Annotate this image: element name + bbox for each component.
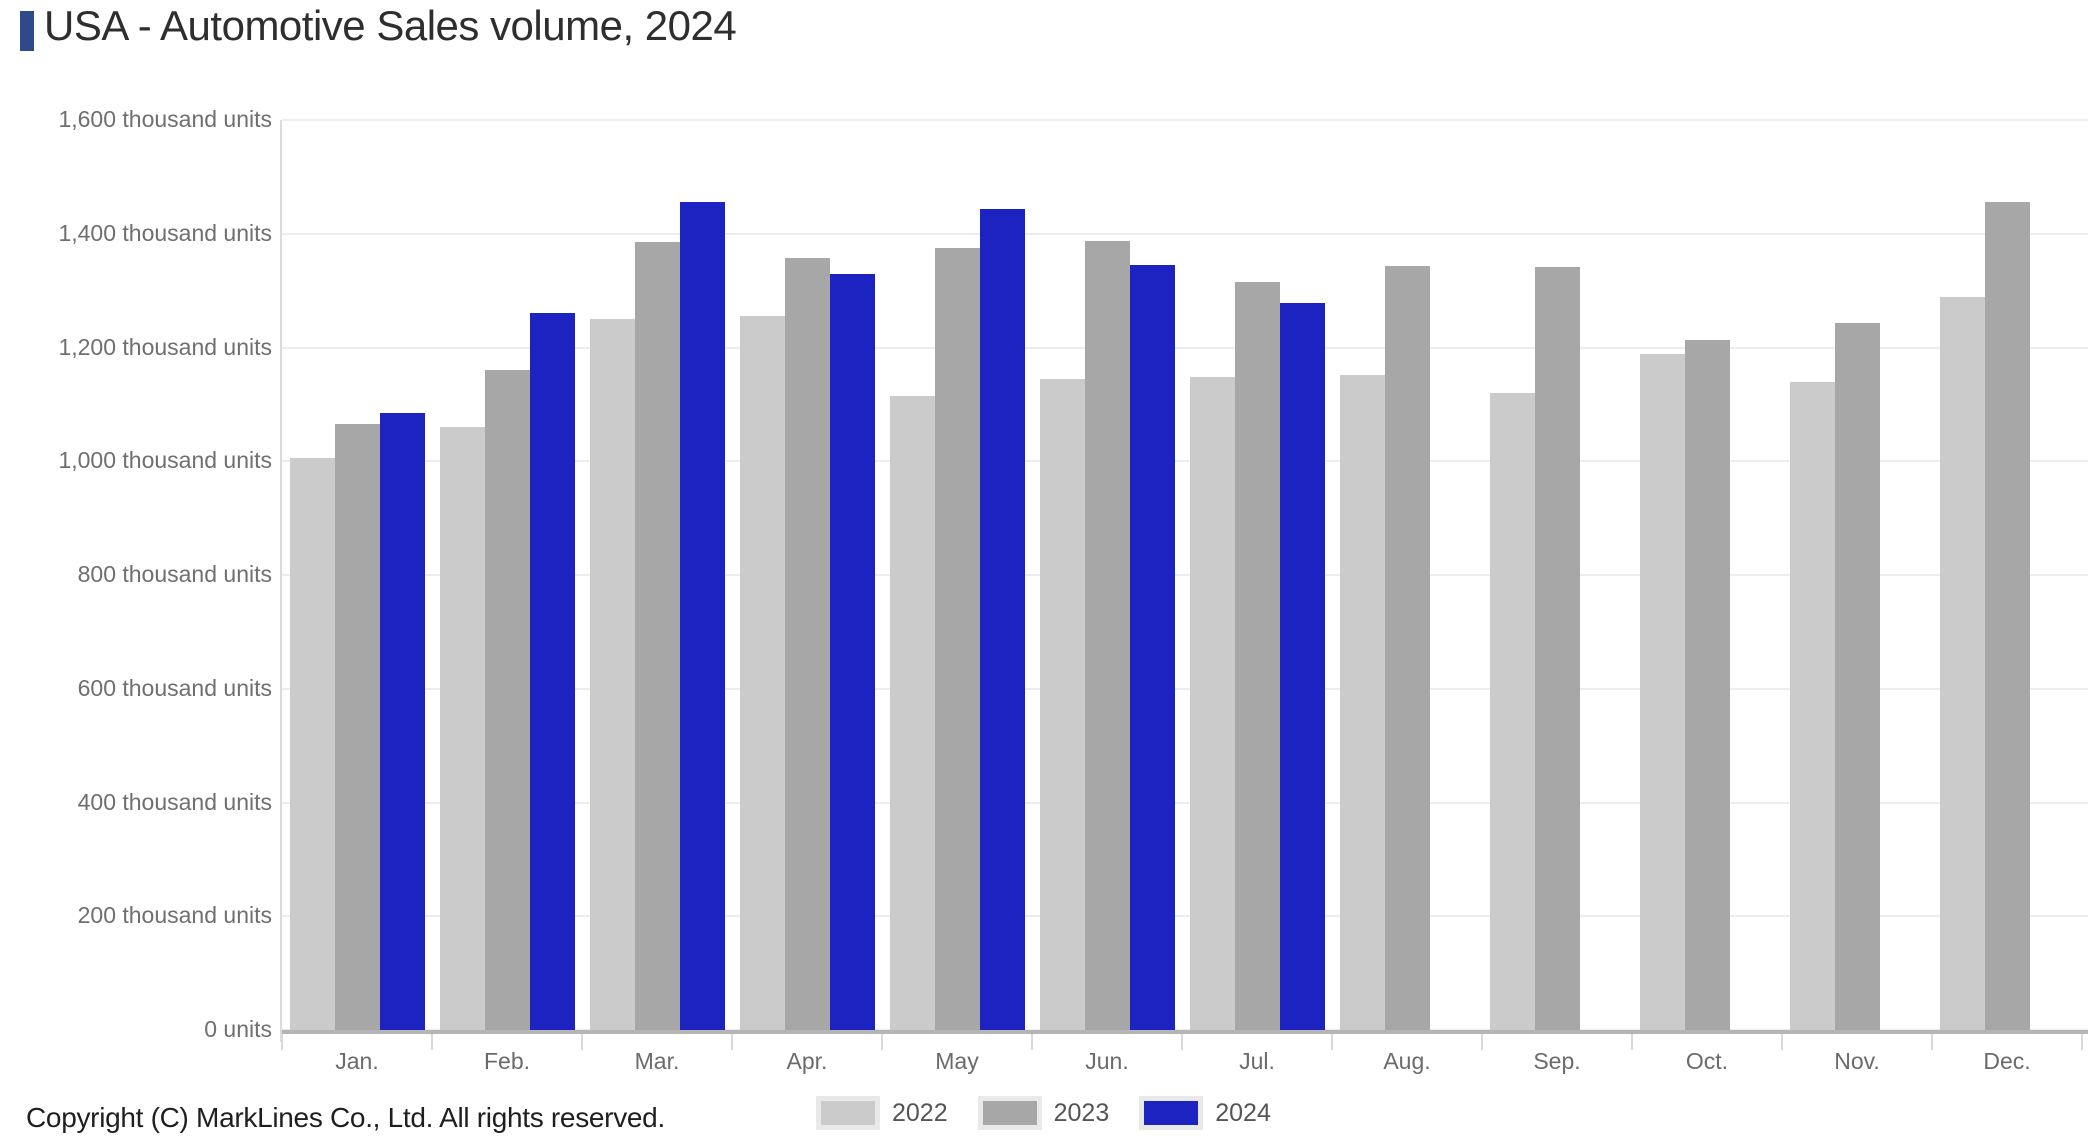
x-axis-label-jan: Jan. [335, 1048, 379, 1074]
legend-item-2023[interactable]: 2023 [977, 1096, 1110, 1130]
bar-2023-mar[interactable] [635, 242, 680, 1030]
x-axis-tick [581, 1034, 583, 1050]
legend-label-2022: 2022 [892, 1098, 948, 1127]
x-axis-label-mar: Mar. [634, 1048, 680, 1074]
y-axis-tick-label: 600 thousand units [77, 674, 272, 701]
y-gridline [282, 915, 2088, 918]
legend-swatch-fill-2023 [982, 1101, 1037, 1125]
bar-2022-apr[interactable] [740, 316, 785, 1030]
x-axis-label-feb: Feb. [483, 1048, 531, 1074]
x-axis-label-jul: Jul. [1239, 1048, 1275, 1074]
page-title: USA - Automotive Sales volume, 2024 [44, 2, 737, 49]
y-axis-tick-label: 1,400 thousand units [58, 219, 272, 246]
x-axis-label-dec: Dec. [1983, 1048, 2031, 1074]
x-axis-tick [1931, 1034, 1933, 1050]
bar-chart-plot-area: 1,600 thousand units 1,400 thousand units… [58, 106, 2088, 1074]
y-gridline [282, 460, 2088, 463]
y-gridline [282, 346, 2088, 349]
bar-2022-aug[interactable] [1340, 375, 1385, 1030]
bar-2022-mar[interactable] [590, 319, 635, 1030]
y-axis-tick-label: 400 thousand units [77, 788, 272, 815]
bar-2022-nov[interactable] [1790, 382, 1835, 1030]
bar-2022-feb[interactable] [440, 427, 485, 1030]
legend-swatch-fill-2022 [821, 1101, 875, 1125]
bar-2023-dec[interactable] [1985, 202, 2030, 1030]
x-axis-tick [1031, 1034, 1033, 1050]
bar-2023-jul[interactable] [1235, 282, 1280, 1030]
bar-2023-jun[interactable] [1085, 241, 1130, 1030]
bar-2023-may[interactable] [935, 248, 980, 1030]
chart-legend: 2022 2023 2024 [816, 1096, 1271, 1130]
bar-2023-jan[interactable] [335, 424, 380, 1030]
bar-2022-jan[interactable] [290, 458, 335, 1030]
x-axis-tick [2081, 1034, 2083, 1050]
legend-item-2022[interactable]: 2022 [816, 1096, 948, 1130]
legend-swatch-fill-2024 [1144, 1101, 1199, 1125]
y-axis-tick-label: 0 units [204, 1016, 272, 1042]
x-axis-tick [1331, 1034, 1333, 1050]
bar-2023-nov[interactable] [1835, 323, 1880, 1030]
y-axis-tick-label: 1,200 thousand units [58, 333, 272, 360]
x-axis-label-may: May [935, 1048, 979, 1074]
bar-2022-jul[interactable] [1190, 377, 1235, 1030]
bar-2022-dec[interactable] [1940, 297, 1985, 1030]
y-gridline [282, 574, 2088, 576]
title-accent-marker [20, 11, 34, 51]
legend-item-2024[interactable]: 2024 [1139, 1096, 1271, 1130]
bar-2024-apr[interactable] [830, 274, 875, 1030]
y-axis-tick-label: 800 thousand units [77, 561, 272, 587]
y-gridline [282, 119, 2088, 121]
bar-2023-aug[interactable] [1385, 266, 1430, 1030]
x-axis-tick [1181, 1034, 1183, 1050]
x-axis-label-aug: Aug. [1383, 1048, 1431, 1074]
legend-label-2024: 2024 [1215, 1098, 1271, 1127]
legend-label-2023: 2023 [1053, 1098, 1110, 1127]
y-gridline [282, 232, 2088, 235]
x-axis-tick [731, 1034, 733, 1050]
y-gridline [282, 801, 2088, 804]
y-gridline [282, 687, 2088, 690]
legend-swatch-2022 [816, 1096, 880, 1130]
x-axis-label-oct: Oct. [1685, 1048, 1729, 1074]
x-axis-label-sep: Sep. [1533, 1048, 1581, 1074]
x-axis-tick [1481, 1034, 1483, 1050]
x-axis-label-jun: Jun. [1085, 1048, 1129, 1074]
bar-2022-may[interactable] [890, 396, 935, 1030]
bar-2024-jul[interactable] [1280, 303, 1325, 1030]
y-axis-line [280, 120, 282, 1042]
chart-header: USA - Automotive Sales volume, 2024 [0, 0, 2096, 60]
bar-2022-jun[interactable] [1040, 379, 1085, 1030]
x-axis-tick [431, 1034, 433, 1050]
bar-2024-mar[interactable] [680, 202, 725, 1030]
bar-2024-feb[interactable] [530, 313, 575, 1030]
x-axis-label-apr: Apr. [786, 1048, 828, 1074]
x-axis-label-nov: Nov. [1834, 1048, 1880, 1074]
bar-2022-sep[interactable] [1490, 393, 1535, 1030]
y-axis-tick-label: 1,000 thousand units [58, 447, 272, 474]
y-axis-tick-label: 200 thousand units [77, 902, 272, 929]
legend-swatch-2023 [977, 1096, 1042, 1130]
bar-2023-feb[interactable] [485, 370, 530, 1030]
x-axis-tick [881, 1034, 883, 1050]
legend-swatch-2024 [1139, 1096, 1204, 1130]
x-axis-baseline [282, 1030, 2088, 1034]
bar-2023-apr[interactable] [785, 258, 830, 1030]
bar-2023-oct[interactable] [1685, 340, 1730, 1030]
x-axis-tick [1631, 1034, 1633, 1050]
bar-2024-may[interactable] [980, 209, 1025, 1030]
x-axis-tick [281, 1034, 283, 1050]
bar-2024-jun[interactable] [1130, 265, 1175, 1030]
y-axis-tick-label: 1,600 thousand units [58, 106, 272, 132]
bar-2023-sep[interactable] [1535, 267, 1580, 1030]
bar-2022-oct[interactable] [1640, 354, 1685, 1030]
copyright-notice: Copyright (C) MarkLines Co., Ltd. All ri… [26, 1102, 665, 1133]
bar-2024-jan[interactable] [380, 413, 425, 1030]
x-axis-tick [1781, 1034, 1783, 1050]
